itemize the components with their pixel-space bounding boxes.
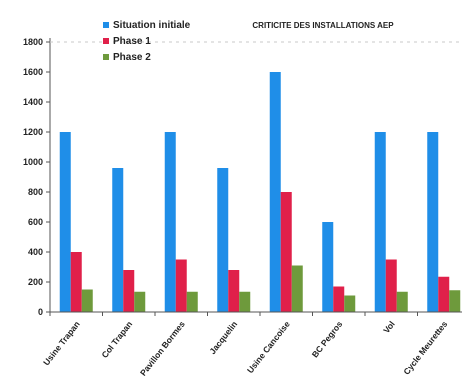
x-tick-label: Cycle Meurettes [401, 319, 449, 377]
legend-label: Phase 2 [113, 52, 151, 63]
x-tick-label: Usine Trapan [41, 319, 82, 367]
bar [385, 259, 397, 312]
x-tick-label: Col Trapan [99, 319, 134, 360]
bar [228, 270, 240, 312]
legend-swatch [103, 54, 109, 60]
x-tick-label: Pavillon Bormes [138, 319, 187, 378]
legend-swatch [103, 22, 109, 28]
bar [175, 259, 187, 312]
y-tick-label: 1400 [23, 97, 43, 107]
bar [70, 252, 82, 312]
y-tick-label: 1000 [23, 157, 43, 167]
bar [269, 72, 281, 312]
bar [134, 291, 146, 312]
legend-label: Phase 1 [113, 36, 151, 47]
bar [438, 276, 450, 312]
bar [123, 270, 135, 312]
bar [186, 291, 198, 312]
y-tick-label: 1800 [23, 37, 43, 47]
y-tick-label: 400 [28, 247, 43, 257]
bar [81, 289, 93, 312]
bar [374, 132, 386, 312]
y-tick-label: 200 [28, 277, 43, 287]
bar [333, 286, 345, 312]
bar [449, 290, 461, 312]
bar [217, 168, 229, 312]
legend-swatch [103, 38, 109, 44]
bar [344, 295, 356, 312]
y-tick-label: 600 [28, 217, 43, 227]
bar [427, 132, 439, 312]
bar [322, 222, 334, 312]
x-tick-label: Usine Cancoise [245, 319, 292, 375]
bar [164, 132, 176, 312]
bar [291, 265, 303, 312]
y-tick-label: 1200 [23, 127, 43, 137]
bar [280, 192, 292, 312]
x-tick-label: BC Pegros [310, 319, 345, 360]
chart-title: CRITICITE DES INSTALLATIONS AEP [252, 21, 394, 30]
legend-label: Situation initiale [113, 20, 191, 31]
y-tick-label: 0 [38, 307, 43, 317]
y-tick-label: 1600 [23, 67, 43, 77]
x-tick-label: Vol [381, 319, 397, 335]
bar [239, 291, 251, 312]
y-tick-label: 800 [28, 187, 43, 197]
bar [396, 291, 408, 312]
x-tick-label: Jacquelin [207, 319, 239, 356]
bar [59, 132, 71, 312]
bar [112, 168, 124, 312]
